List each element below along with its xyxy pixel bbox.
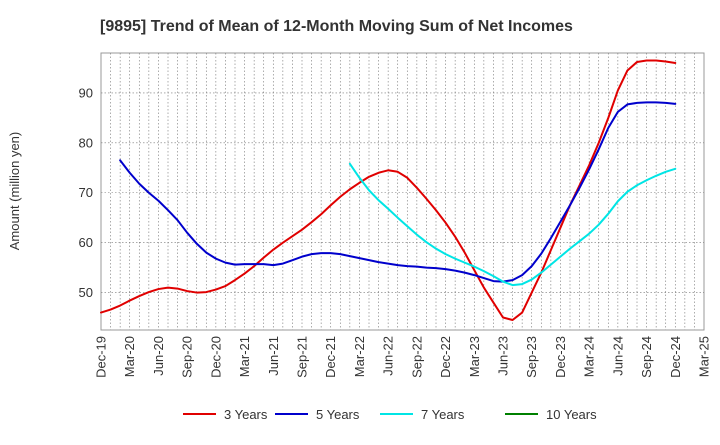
- x-tick-label: Jun-24: [610, 336, 625, 376]
- legend-label-7-years: 7 Years: [421, 407, 465, 422]
- y-tick-label: 50: [79, 285, 93, 300]
- series-lines: [100, 59, 677, 322]
- y-axis-title: Amount (million yen): [7, 132, 22, 251]
- x-tick-label: Dec-23: [553, 336, 568, 378]
- x-tick-label: Jun-20: [151, 336, 166, 376]
- legend-label-5-years: 5 Years: [316, 407, 360, 422]
- x-tick-label: Sep-23: [524, 336, 539, 378]
- x-tick-label: Dec-20: [208, 336, 223, 378]
- y-tick-label: 90: [79, 85, 93, 100]
- grid-lines: [101, 53, 704, 330]
- x-tick-label: Jun-23: [496, 336, 511, 376]
- x-tick-label: Sep-20: [180, 336, 195, 378]
- x-tick-label: Dec-22: [438, 336, 453, 378]
- x-tick-label: Dec-24: [668, 336, 683, 378]
- x-tick-label: Sep-22: [409, 336, 424, 378]
- y-tick-label: 70: [79, 185, 93, 200]
- x-tick-label: Dec-21: [323, 336, 338, 378]
- y-tick-labels: 50 60 70 80 90: [79, 85, 93, 300]
- y-tick-label: 80: [79, 135, 93, 150]
- x-tick-label: Jun-22: [381, 336, 396, 376]
- chart-title: [9895] Trend of Mean of 12-Month Moving …: [100, 18, 573, 35]
- legend: 3 Years 5 Years 7 Years 10 Years: [183, 407, 597, 422]
- plot-area: [100, 52, 705, 331]
- x-tick-label: Sep-21: [295, 336, 310, 378]
- x-tick-labels: Dec-19 Mar-20 Jun-20 Sep-20 Dec-20 Mar-21 Jun-…: [94, 336, 712, 378]
- x-tick-label: Jun-21: [266, 336, 281, 376]
- x-tick-label: Mar-22: [352, 336, 367, 377]
- x-tick-label: Sep-24: [639, 336, 654, 378]
- x-tick-label: Mar-23: [467, 336, 482, 377]
- x-tick-label: Mar-24: [582, 336, 597, 377]
- x-tick-label: Mar-21: [237, 336, 252, 377]
- x-tick-label: Mar-20: [122, 336, 137, 377]
- series-line-7-years: [348, 162, 677, 287]
- y-tick-label: 60: [79, 235, 93, 250]
- legend-label-3-years: 3 Years: [224, 407, 268, 422]
- x-tick-label: Mar-25: [697, 336, 712, 377]
- series-line-3-years: [100, 59, 677, 322]
- series-line-5-years: [119, 101, 677, 283]
- x-tick-label: Dec-19: [94, 336, 109, 378]
- legend-label-10-years: 10 Years: [546, 407, 597, 422]
